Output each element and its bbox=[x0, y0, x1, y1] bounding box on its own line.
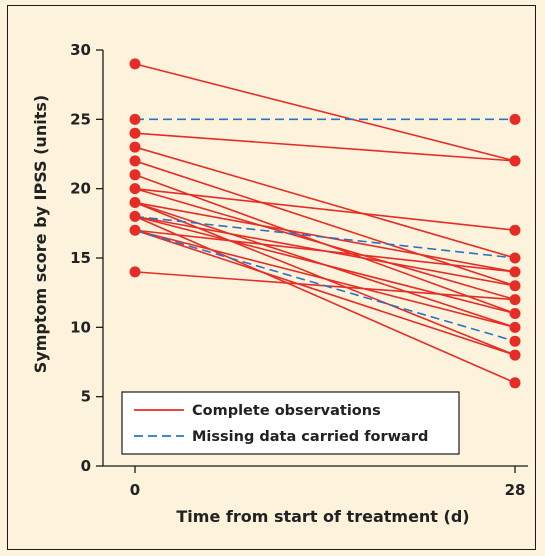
data-point bbox=[129, 210, 141, 222]
data-point bbox=[509, 349, 521, 361]
y-axis-title: Symptom score by IPSS (units) bbox=[31, 95, 50, 373]
complete-observation-line bbox=[134, 215, 516, 384]
y-tick-label: 30 bbox=[70, 41, 91, 59]
data-point bbox=[509, 377, 521, 389]
missing-data-line bbox=[134, 215, 516, 259]
complete-observation-line bbox=[134, 187, 516, 232]
data-point bbox=[129, 224, 141, 236]
complete-observation-line bbox=[134, 215, 516, 315]
data-point bbox=[129, 169, 141, 181]
data-point bbox=[509, 266, 521, 278]
data-point bbox=[509, 335, 521, 347]
data-point bbox=[129, 183, 141, 195]
data-point bbox=[129, 141, 141, 153]
figure-frame: 0 5 10 15 20 25 30 0 28 Symptom score by IPSS (u… bbox=[7, 5, 536, 550]
legend-box bbox=[121, 391, 460, 455]
symptom-score-chart: 0 5 10 15 20 25 30 0 28 Symptom score by IPSS (u… bbox=[31, 41, 528, 526]
data-lines bbox=[134, 63, 516, 384]
complete-observation-line bbox=[134, 132, 516, 162]
legend-label: Complete observations bbox=[192, 403, 381, 419]
data-points bbox=[129, 58, 521, 389]
y-tick-label: 10 bbox=[70, 318, 91, 336]
legend: Complete observations Missing data carrie… bbox=[121, 391, 460, 455]
x-axis-title: Time from start of treatment (d) bbox=[176, 507, 469, 526]
complete-observation-line bbox=[134, 63, 516, 162]
complete-observation-line bbox=[134, 229, 516, 273]
data-point bbox=[509, 321, 521, 333]
y-tick-label: 5 bbox=[81, 388, 91, 406]
complete-observation-line bbox=[134, 201, 516, 273]
data-point bbox=[129, 266, 141, 278]
data-point bbox=[129, 127, 141, 139]
data-point bbox=[129, 58, 141, 70]
legend-label: Missing data carried forward bbox=[192, 429, 428, 445]
complete-observation-line bbox=[134, 229, 516, 356]
complete-observation-line bbox=[134, 146, 516, 259]
y-tick-label: 25 bbox=[70, 110, 91, 128]
complete-observation-line bbox=[134, 229, 516, 329]
y-tick-label: 0 bbox=[81, 457, 91, 475]
data-point bbox=[509, 294, 521, 306]
y-tick-label: 20 bbox=[70, 180, 91, 198]
axes: 0 5 10 15 20 25 30 0 28 bbox=[70, 41, 528, 499]
data-point bbox=[509, 224, 521, 236]
data-point bbox=[129, 113, 141, 125]
data-point bbox=[129, 197, 141, 209]
data-point bbox=[509, 307, 521, 319]
missing-data-line bbox=[134, 229, 516, 342]
data-point bbox=[509, 155, 521, 167]
y-tick-label: 15 bbox=[70, 249, 91, 267]
data-point bbox=[509, 252, 521, 264]
data-point bbox=[509, 113, 521, 125]
complete-observation-line bbox=[134, 187, 516, 301]
x-tick-label: 28 bbox=[505, 481, 526, 499]
data-point bbox=[129, 155, 141, 167]
data-point bbox=[509, 280, 521, 292]
x-tick-label: 0 bbox=[130, 481, 140, 499]
